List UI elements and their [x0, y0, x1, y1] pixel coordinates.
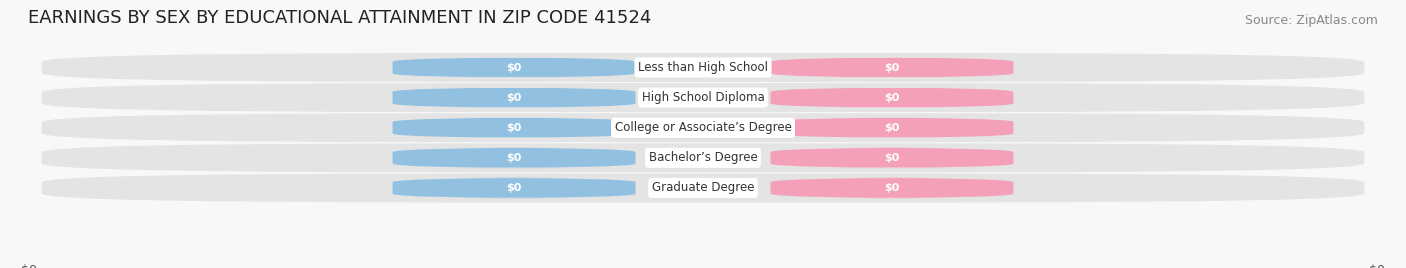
Text: $0: $0 — [506, 93, 522, 103]
Text: $0: $0 — [506, 183, 522, 193]
Text: $0: $0 — [506, 123, 522, 133]
FancyBboxPatch shape — [42, 53, 1364, 82]
Text: Graduate Degree: Graduate Degree — [652, 181, 754, 195]
Text: $0: $0 — [506, 62, 522, 73]
Text: EARNINGS BY SEX BY EDUCATIONAL ATTAINMENT IN ZIP CODE 41524: EARNINGS BY SEX BY EDUCATIONAL ATTAINMEN… — [28, 9, 651, 27]
FancyBboxPatch shape — [392, 87, 636, 108]
Text: Source: ZipAtlas.com: Source: ZipAtlas.com — [1244, 14, 1378, 27]
FancyBboxPatch shape — [770, 87, 1014, 108]
FancyBboxPatch shape — [42, 143, 1364, 172]
Text: $0: $0 — [506, 153, 522, 163]
FancyBboxPatch shape — [42, 83, 1364, 112]
FancyBboxPatch shape — [392, 117, 636, 138]
Text: $0: $0 — [21, 264, 38, 268]
FancyBboxPatch shape — [770, 178, 1014, 198]
Text: $0: $0 — [884, 183, 900, 193]
Text: $0: $0 — [884, 153, 900, 163]
Text: College or Associate’s Degree: College or Associate’s Degree — [614, 121, 792, 134]
FancyBboxPatch shape — [392, 148, 636, 168]
Text: $0: $0 — [884, 62, 900, 73]
Text: Less than High School: Less than High School — [638, 61, 768, 74]
Text: $0: $0 — [884, 93, 900, 103]
FancyBboxPatch shape — [42, 113, 1364, 142]
FancyBboxPatch shape — [42, 173, 1364, 202]
FancyBboxPatch shape — [770, 57, 1014, 78]
Text: High School Diploma: High School Diploma — [641, 91, 765, 104]
Text: $0: $0 — [1368, 264, 1385, 268]
FancyBboxPatch shape — [770, 117, 1014, 138]
Text: Bachelor’s Degree: Bachelor’s Degree — [648, 151, 758, 164]
FancyBboxPatch shape — [392, 57, 636, 78]
Text: $0: $0 — [884, 123, 900, 133]
FancyBboxPatch shape — [392, 178, 636, 198]
FancyBboxPatch shape — [770, 148, 1014, 168]
